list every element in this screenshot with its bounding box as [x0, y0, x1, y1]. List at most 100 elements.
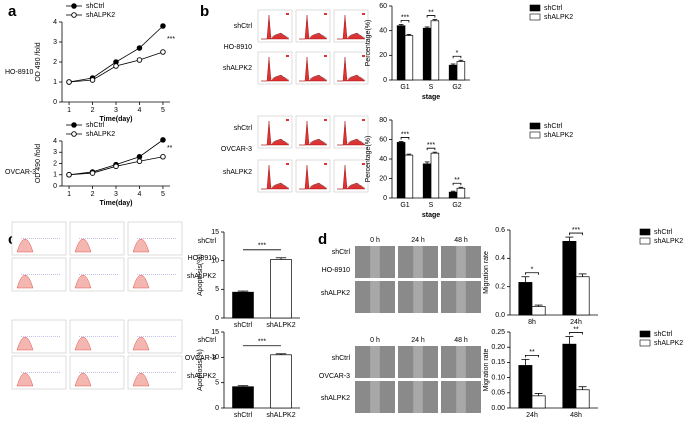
flow-marker	[324, 13, 327, 15]
flow-peak	[16, 336, 34, 351]
y-tick-label: 0.10	[491, 374, 505, 381]
scratch-gap	[370, 346, 380, 378]
flow-curve	[270, 34, 290, 39]
significance: ***	[258, 243, 266, 250]
y-tick-label: 2	[53, 59, 57, 66]
significance-bracket	[400, 137, 410, 140]
bar	[430, 20, 440, 81]
flow-curve	[346, 76, 366, 81]
x-tick-label: 48h	[570, 412, 582, 419]
y-tick-label: 5	[215, 286, 219, 293]
x-tick-label: shCtrl	[234, 322, 253, 329]
y-tick-label: 0	[53, 99, 57, 106]
x-tick-label: 2	[91, 191, 95, 198]
point	[66, 79, 72, 85]
y-tick-label: 10	[211, 258, 219, 265]
bar	[270, 259, 292, 319]
y-tick-label: 0.4	[495, 255, 505, 262]
panel-letter: a	[8, 3, 17, 20]
legend-label: shALPK2	[544, 14, 573, 21]
flow-marker	[286, 13, 289, 15]
row-label: OVCAR-3	[221, 146, 252, 153]
y-axis-label: Migration rate	[483, 251, 490, 294]
point	[160, 49, 166, 55]
scratch-gap	[413, 246, 423, 278]
legend-label: shALPK2	[654, 238, 683, 245]
row-label: shALPK2	[223, 169, 252, 176]
point	[113, 163, 119, 170]
bar	[430, 152, 440, 199]
x-tick-label: S	[429, 84, 434, 91]
legend-marker	[71, 3, 77, 9]
x-tick-label: 8h	[528, 319, 536, 326]
bar	[531, 306, 546, 316]
flow-peak	[132, 238, 150, 253]
row-label: shCtrl	[332, 249, 351, 256]
flow-curve	[270, 140, 290, 145]
x-tick-label: G2	[452, 84, 461, 91]
y-tick-label: 0	[383, 77, 387, 84]
significance: ***	[167, 36, 175, 43]
bar	[575, 389, 590, 409]
flow-marker	[286, 163, 289, 165]
row-label: OVCAR-3	[5, 169, 36, 176]
row-label: shALPK2	[223, 65, 252, 72]
flow-marker	[362, 55, 365, 57]
significance-bracket	[426, 147, 436, 151]
series-line	[68, 139, 164, 176]
legend-swatch	[639, 237, 651, 245]
bar	[396, 142, 406, 199]
scratch-gap	[456, 381, 466, 413]
significance: ***	[572, 227, 580, 234]
x-tick-label: G2	[452, 202, 461, 209]
y-tick-label: 4	[53, 19, 57, 26]
row-label: HO-8910	[224, 44, 253, 51]
scratch-gap	[370, 281, 380, 313]
x-axis-label: stage	[422, 212, 440, 219]
legend-label: shCtrl	[544, 5, 563, 12]
significance: ***	[401, 131, 409, 138]
y-tick-label: 0	[53, 183, 57, 190]
point	[136, 153, 143, 160]
y-tick-label: 15	[211, 329, 219, 336]
x-tick-label: 4	[138, 191, 142, 198]
time-label: 48 h	[454, 337, 468, 344]
scratch-gap	[413, 381, 423, 413]
time-label: 48 h	[454, 237, 468, 244]
time-label: 0 h	[370, 237, 380, 244]
y-tick-label: 0.0	[495, 312, 505, 319]
point	[89, 77, 96, 83]
significance-bracket	[525, 272, 539, 275]
row-label: shCtrl	[234, 125, 253, 132]
y-axis-label: OD 490 /fold	[35, 144, 42, 183]
y-tick-label: 40	[379, 156, 387, 163]
significance: **	[428, 9, 434, 16]
flow-peak	[132, 372, 150, 387]
y-tick-label: 10	[211, 354, 219, 361]
flow-peak	[74, 372, 92, 387]
time-label: 0 h	[370, 337, 380, 344]
flow-peak	[16, 274, 34, 289]
x-tick-label: 3	[114, 191, 118, 198]
x-tick-label: 24h	[526, 412, 538, 419]
flow-marker	[286, 55, 289, 57]
x-axis-label: Time(day)	[100, 116, 133, 123]
row-label: OVCAR-3	[185, 355, 216, 362]
flow-peak	[132, 274, 150, 289]
y-axis-label: OD 490 /fold	[35, 42, 42, 81]
bar	[404, 154, 414, 199]
bar	[518, 282, 533, 316]
row-label: shCtrl	[234, 23, 253, 30]
row-label: shALPK2	[321, 290, 350, 297]
y-tick-label: 0.20	[491, 344, 505, 351]
legend-swatch	[529, 13, 541, 21]
x-tick-label: 5	[161, 107, 165, 114]
y-axis-label: Apoptosis(%)	[197, 349, 204, 391]
point	[89, 170, 96, 176]
flow-peak	[74, 336, 92, 351]
y-tick-label: 60	[379, 136, 387, 143]
y-axis-label: Apoptosis(%)	[197, 254, 204, 296]
flow-image	[257, 51, 293, 85]
point	[136, 158, 143, 164]
significance: *	[456, 50, 459, 57]
